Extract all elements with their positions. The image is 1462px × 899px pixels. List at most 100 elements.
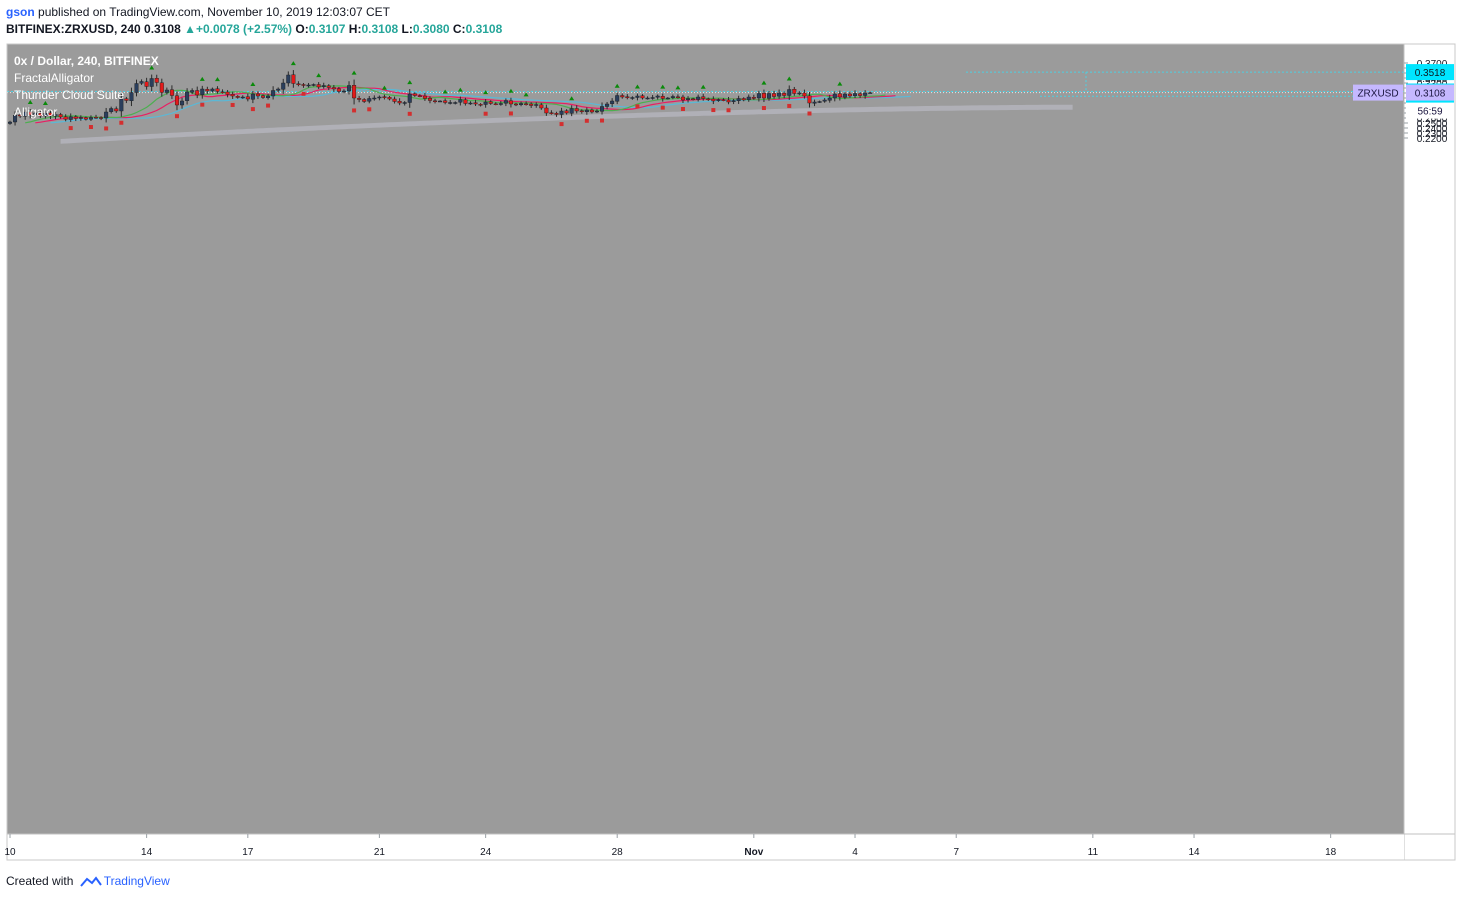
plot-area[interactable] [7,44,1404,834]
candle-body [13,115,18,123]
chart-legend: 0x / Dollar, 240, BITFINEX FractalAlliga… [14,53,159,121]
tradingview-logo-icon [79,876,102,887]
y-tick-label: 0.2300 [1417,129,1448,140]
candle-body [33,112,38,115]
tradingview-brand-link[interactable]: TradingView [103,874,170,888]
candle [387,95,392,101]
legend-indicator-alligator[interactable]: Alligator [14,105,58,119]
candle-body [594,110,599,113]
candle [524,101,529,106]
candle [868,91,873,94]
fractal-down-marker [266,103,271,108]
last-price: 0.3108 [144,22,181,36]
fractal-down-marker [88,125,93,130]
candle [579,109,584,114]
candle [68,113,73,123]
x-tick-label: 28 [612,847,624,858]
legend-title[interactable]: 0x / Dollar, 240, BITFINEX [14,54,159,68]
candle [817,100,822,103]
y-tick-label: 0.2500 [1417,119,1448,130]
fractal-down-marker [119,120,124,125]
candle [235,95,240,99]
candle-body [635,95,640,98]
candle [392,96,397,104]
symbol-ohlc-line: BITFINEX:ZRXUSD, 240 0.3108 ▲+0.0078 (+2… [6,22,502,36]
candle-body [316,84,321,88]
candle [751,94,756,100]
candle [761,89,766,103]
candle [433,98,438,104]
tag-last-price-box [1406,84,1454,101]
candle-body [240,96,245,99]
candle [357,95,362,103]
candle-body [787,89,792,96]
symbol-line: BITFINEX:ZRXUSD, 240 [6,22,141,36]
x-tick-label: 24 [480,847,492,858]
author-link[interactable]: gson [6,5,35,19]
fractal-up-marker [675,85,681,90]
candle [488,100,493,105]
candle-body [301,84,306,86]
legend-indicator-thunder-cloud[interactable]: Thunder Cloud Suite [14,88,125,102]
candle-body [38,113,43,117]
fractal-up-marker [316,73,322,78]
tag-last-price-text: 0.3108 [1415,89,1446,100]
candle-body [554,113,559,115]
candle-body [534,104,539,106]
candle [589,108,594,114]
cloud-band [60,104,1073,144]
candle [139,79,144,85]
candle [281,78,286,94]
fractal-down-marker [407,111,412,116]
candle-body [88,117,93,120]
candle [741,97,746,102]
fractal-up-marker [351,70,357,75]
candle-body [746,96,751,100]
candle [245,93,250,102]
candle [772,90,777,99]
candle-body [853,93,858,96]
chart-frame [6,43,1456,861]
candle [711,96,716,105]
fractal-down-marker [807,111,812,116]
candle-body [665,97,670,100]
candle-body [402,102,407,104]
legend-indicator-fractal-alligator[interactable]: FractalAlligator [14,71,95,85]
candle [514,102,519,107]
candle [463,97,468,106]
candle [777,89,782,99]
candle-body [645,97,650,100]
candle-body [99,117,104,119]
candle [680,94,685,103]
candle-body [605,103,610,107]
fractal-down-marker [352,108,357,113]
candle [635,93,640,101]
candle-body [488,101,493,104]
candle-body [286,74,291,84]
candle-body [847,93,852,97]
time-axis[interactable] [7,834,1404,860]
candle-body [630,97,635,99]
candle-body [524,103,529,106]
candle-body [266,95,271,98]
candle [539,102,544,110]
candle [331,85,336,92]
candle [716,98,721,102]
candle-body [508,100,513,105]
candle-body [559,110,564,115]
candle-body [731,100,736,102]
candle-body [357,98,362,100]
candle-body [7,121,12,124]
low-value: 0.3080 [412,22,450,36]
candle [149,74,154,92]
candle [508,97,513,108]
candle [422,92,427,101]
candle-body [83,117,88,120]
candle [721,98,726,102]
price-axis[interactable] [1404,44,1455,834]
y-tick-label: 0.2600 [1417,114,1448,125]
candle [185,88,190,105]
fractal-down-marker [761,106,766,111]
